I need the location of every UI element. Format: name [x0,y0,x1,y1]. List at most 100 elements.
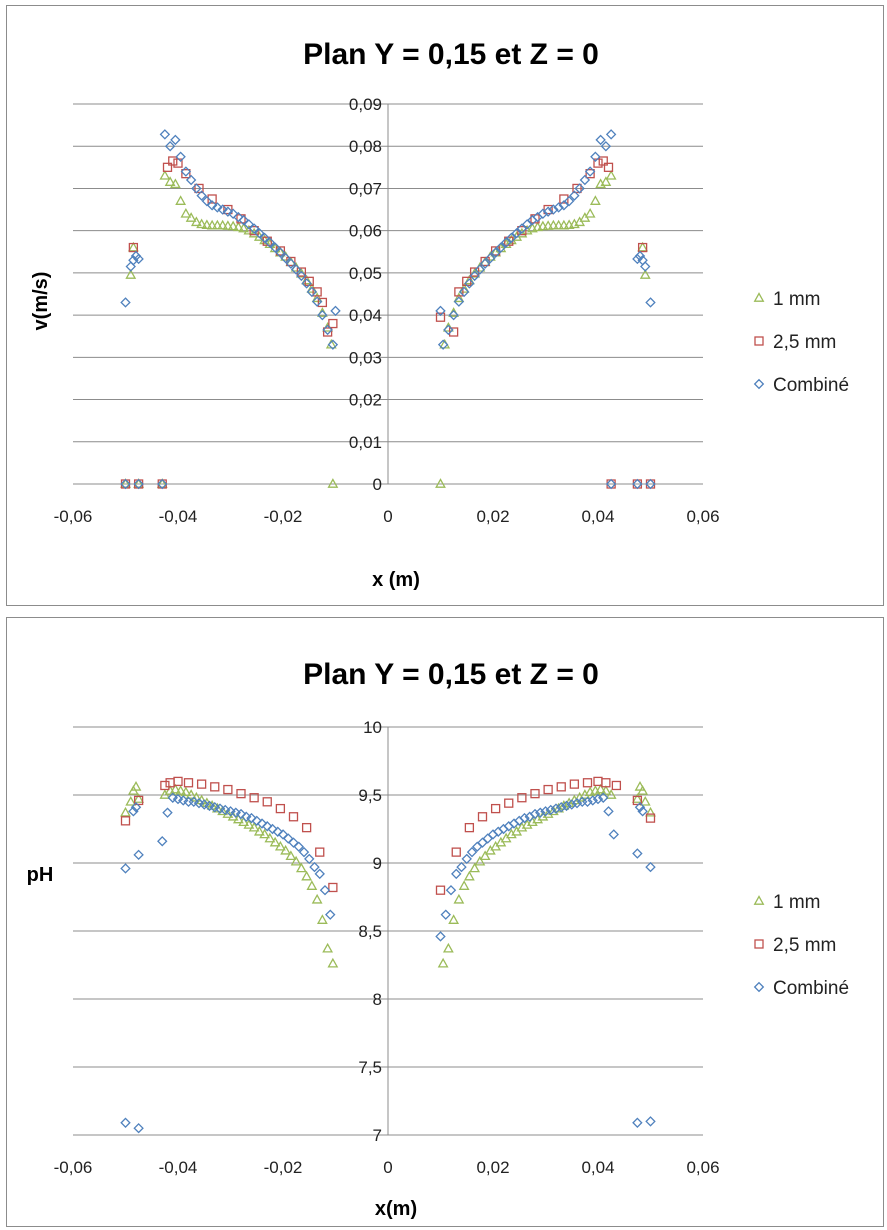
data-point [256,818,268,829]
data-point [185,789,197,799]
series-diamond [120,792,656,1134]
y-tick-label: 0,09 [349,95,382,114]
data-point [645,861,656,873]
data-point [537,208,549,219]
data-point [206,200,218,211]
y-tick-label: 0,07 [349,179,382,198]
x-tick-label: 0,04 [581,507,614,526]
data-point [322,324,333,336]
data-point [511,825,523,836]
data-point [232,221,244,232]
data-point [530,788,540,799]
data-point [526,816,538,827]
legend-label: 2,5 mm [773,935,836,956]
data-point [238,816,250,827]
y-tick-label: 7 [373,1126,382,1145]
data-point [448,327,459,337]
data-point [201,195,213,207]
data-point [248,821,260,832]
y-tick-label: 0,05 [349,264,382,283]
x-tick-label: 0,06 [686,1158,719,1177]
data-point [589,785,601,795]
data-point [253,825,265,836]
data-point [262,821,273,832]
data-point [477,812,488,822]
data-point [222,206,234,217]
data-point [128,806,139,817]
data-point [645,1116,656,1127]
data-point [275,247,286,258]
data-point [569,779,580,789]
data-point [156,478,168,488]
data-point [579,212,591,222]
data-point [547,805,559,816]
data-point [293,841,304,852]
y-tick-label: 0,06 [349,222,382,241]
data-point [595,178,607,189]
data-point [553,219,565,230]
legend-marker [753,981,765,993]
data-point [437,957,449,968]
data-point [157,478,168,490]
legend-label: 1 mm [773,289,821,310]
data-point [238,222,250,233]
x-tick-label: -0,02 [264,507,303,526]
data-point [207,194,217,204]
data-point [301,274,313,285]
data-point [521,219,533,230]
data-point [169,178,181,189]
data-point [532,211,543,223]
data-point [173,776,183,787]
data-point [435,885,446,895]
data-point [248,223,260,234]
data-point [274,246,286,257]
data-point [180,786,192,797]
data-point [547,219,559,230]
data-point [477,837,488,848]
data-point [319,884,331,896]
data-point [466,846,478,858]
data-point [311,292,323,303]
y-tick-label: 9,5 [358,786,382,805]
data-point [556,782,566,792]
data-point [508,818,520,829]
data-point [290,264,302,275]
data-point [474,264,486,275]
y-tick-label: 0,04 [349,306,382,325]
data-point [435,312,446,322]
data-point [495,836,507,847]
data-point [516,227,528,238]
x-tick-label: -0,04 [159,507,198,526]
data-point [453,292,465,303]
data-point [170,134,181,146]
data-point [262,797,272,807]
data-point [569,190,580,201]
x-tick-label: -0,02 [264,1158,303,1177]
data-point [598,156,608,166]
data-point [527,214,538,226]
data-point [637,242,648,253]
x-axis-label: x (m) [372,569,420,591]
data-point [133,1122,144,1134]
y-tick-label: 8 [373,990,382,1009]
data-point [451,847,461,857]
data-point [311,296,323,307]
data-point [312,287,322,297]
data-point [296,270,307,282]
y-tick-label: 0,01 [349,433,382,452]
data-point [180,207,192,218]
data-point [632,478,643,490]
data-point [495,242,507,253]
data-point [164,176,176,186]
data-point [264,237,276,248]
data-point [316,914,328,924]
data-point [196,190,207,201]
data-point [445,884,457,896]
data-point [608,829,619,840]
data-point [128,255,139,266]
data-point [595,783,607,794]
data-point [537,220,549,231]
velocity-chart-frame: Plan Y = 0,15 et Z = 0 x (m) v(m/s) 0 0,0… [6,5,884,606]
data-point [485,252,496,264]
data-point [130,802,142,813]
